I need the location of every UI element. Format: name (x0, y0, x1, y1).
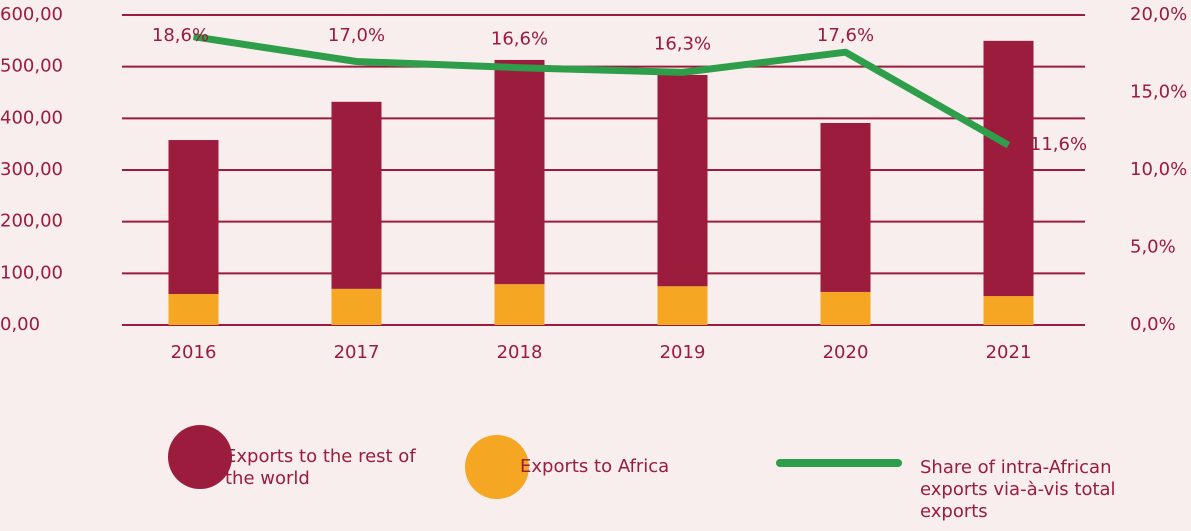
bar (168, 294, 219, 325)
bar (983, 40, 1034, 297)
y-tick-label: 300,00 (0, 159, 63, 180)
bar (168, 140, 219, 294)
y2-tick-label: 20,0% (1130, 4, 1187, 25)
y-tick-label: 100,00 (0, 262, 63, 283)
bar (983, 296, 1034, 325)
legend-label: Exports to Africa (520, 456, 670, 477)
x-tick-label: 2018 (497, 342, 543, 363)
legend-label: Share of intra-African exports via-à-vis… (920, 457, 1116, 522)
x-tick-label: 2017 (334, 342, 380, 363)
bar (657, 286, 708, 325)
y-tick-label: 200,00 (0, 211, 63, 232)
bar (331, 101, 382, 289)
legend-swatch (465, 435, 529, 499)
x-tick-label: 2019 (660, 342, 706, 363)
x-tick-label: 2021 (986, 342, 1032, 363)
bar (494, 59, 545, 285)
data-label: 18,6% (152, 25, 209, 46)
bar (820, 122, 871, 292)
y-tick-label: 600,00 (0, 4, 63, 25)
y-tick-label: 500,00 (0, 56, 63, 77)
data-label: 11,6% (1030, 134, 1087, 155)
y2-tick-label: 0,0% (1130, 314, 1176, 335)
line (192, 33, 1011, 149)
data-label: 17,6% (817, 25, 874, 46)
legend-label: Exports to the rest of the world (225, 446, 416, 489)
data-label: 16,6% (491, 29, 548, 50)
data-label: 17,0% (328, 25, 385, 46)
y-tick-label: 400,00 (0, 107, 63, 128)
y2-tick-label: 10,0% (1130, 159, 1187, 180)
x-tick-label: 2020 (823, 342, 869, 363)
bar (494, 284, 545, 325)
y-tick-label: 0,00 (0, 314, 40, 335)
bar (331, 288, 382, 325)
x-tick-label: 2016 (171, 342, 217, 363)
y2-tick-label: 15,0% (1130, 82, 1187, 103)
y2-tick-label: 5,0% (1130, 237, 1176, 258)
bar (657, 74, 708, 287)
data-label: 16,3% (654, 33, 711, 54)
bar (820, 291, 871, 325)
legend-swatch (168, 425, 232, 489)
